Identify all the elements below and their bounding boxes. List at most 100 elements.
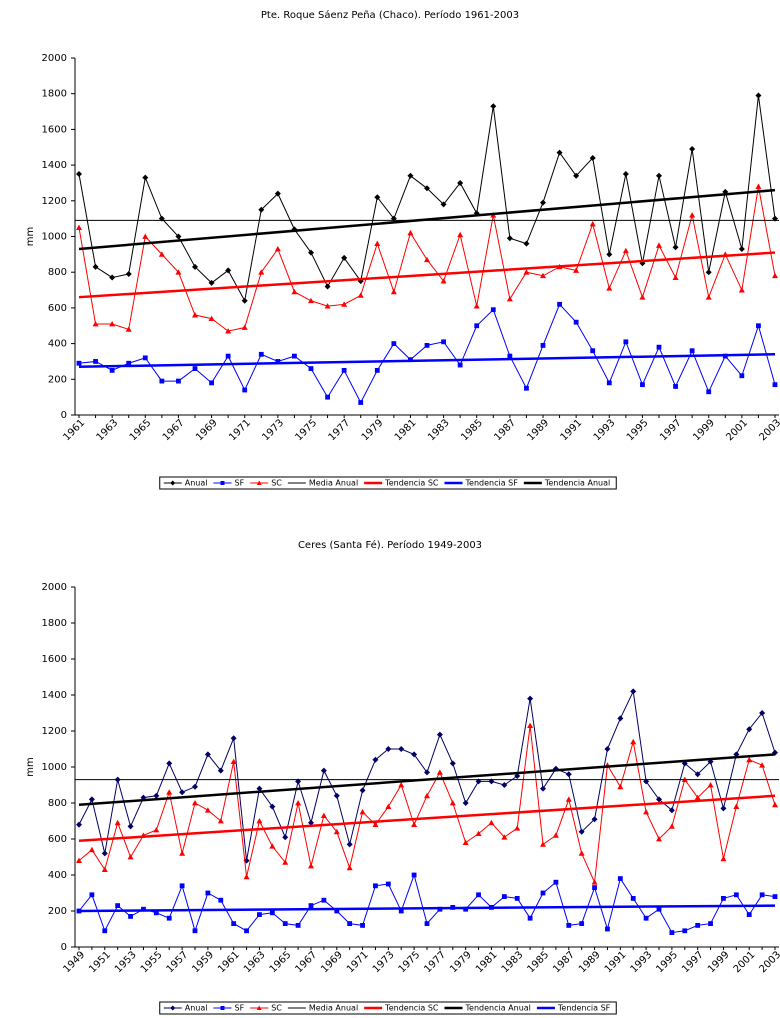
marker (411, 872, 417, 878)
marker (553, 879, 559, 885)
marker (656, 172, 662, 179)
marker (374, 194, 381, 201)
marker (501, 894, 507, 899)
legend-item: SC (250, 1004, 282, 1013)
marker (225, 267, 232, 274)
marker (275, 359, 281, 364)
marker (269, 910, 275, 916)
marker (88, 796, 95, 803)
x-tick-label: 1969 (319, 949, 345, 975)
marker (440, 201, 447, 208)
trend-line (78, 904, 776, 913)
marker (175, 233, 182, 240)
marker (622, 247, 629, 254)
marker (142, 355, 148, 361)
marker (462, 839, 469, 845)
marker (407, 229, 414, 236)
marker (705, 294, 712, 300)
marker (606, 380, 612, 386)
marker (76, 821, 82, 828)
marker (217, 818, 224, 824)
x-tick-label: 1973 (371, 949, 397, 975)
series-line (78, 725, 776, 885)
legend-item: Tendencia SF (444, 479, 518, 488)
legend-text: Anual (185, 1004, 208, 1013)
marker (141, 906, 146, 912)
marker (333, 792, 340, 799)
marker (230, 735, 237, 742)
x-tick-label: 2001 (732, 949, 758, 975)
marker (76, 171, 82, 178)
marker (102, 928, 108, 934)
y-tick-label: 1800 (42, 89, 67, 100)
marker (256, 785, 263, 792)
marker (457, 179, 464, 186)
marker (341, 254, 348, 261)
marker (295, 923, 301, 928)
marker (109, 320, 116, 327)
marker (242, 387, 248, 393)
marker (656, 906, 662, 912)
marker (523, 240, 530, 247)
marker (225, 353, 231, 359)
trend-line (78, 353, 776, 369)
marker (385, 803, 392, 809)
x-tick-label: 1953 (113, 949, 139, 975)
marker (411, 751, 418, 758)
marker (759, 762, 766, 768)
marker (565, 796, 572, 802)
marker (192, 800, 198, 806)
marker (630, 896, 636, 901)
legend-item: SF (213, 479, 245, 488)
marker (76, 857, 82, 863)
marker (668, 823, 675, 829)
y-tick-label: 800 (48, 267, 67, 278)
marker (220, 1006, 225, 1010)
marker (424, 256, 430, 263)
marker (230, 758, 237, 764)
marker (308, 366, 314, 371)
marker (617, 876, 623, 881)
marker (441, 339, 446, 345)
marker (114, 819, 121, 826)
marker (705, 269, 712, 276)
marker (617, 783, 624, 790)
marker (707, 782, 714, 788)
y-tick-label: 1200 (42, 196, 67, 207)
marker (76, 360, 82, 366)
y-tick-label: 200 (48, 374, 67, 385)
marker (115, 903, 121, 908)
marker (170, 1005, 176, 1011)
marker (557, 301, 562, 307)
marker (320, 767, 327, 774)
marker (258, 206, 265, 213)
marker (92, 263, 99, 270)
marker (589, 154, 596, 161)
marker (720, 805, 727, 812)
marker (540, 890, 546, 896)
x-tick-label: 1993 (592, 417, 618, 443)
x-tick-label: 1989 (577, 949, 603, 975)
marker (347, 921, 353, 926)
trend-line (78, 251, 776, 299)
marker (656, 344, 662, 350)
marker (192, 312, 198, 318)
marker (506, 235, 513, 242)
x-tick-label: 1997 (680, 949, 706, 975)
marker (208, 279, 215, 286)
legend-text: Tendencia Anual (465, 1004, 531, 1013)
marker (617, 715, 624, 722)
legend: Anual SF SC Media Anual Tendencia SC Tendenci… (159, 476, 617, 490)
marker (424, 792, 430, 799)
x-tick-label: 1981 (393, 417, 419, 443)
x-tick-label: 1963 (242, 949, 268, 975)
marker (282, 834, 289, 841)
marker (372, 821, 379, 827)
marker (258, 269, 265, 275)
marker (358, 400, 364, 405)
marker (759, 892, 765, 898)
marker (591, 816, 598, 823)
marker (689, 348, 695, 354)
marker (374, 240, 381, 247)
x-tick-label: 1999 (706, 949, 732, 975)
